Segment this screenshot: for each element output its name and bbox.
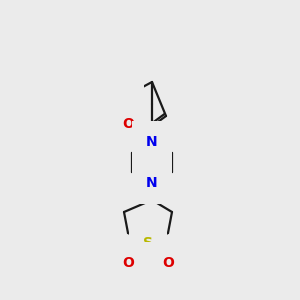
Text: S: S [143, 236, 153, 250]
Text: O: O [122, 256, 134, 270]
Text: N: N [146, 135, 158, 149]
Text: O: O [162, 256, 174, 270]
Text: O: O [122, 117, 134, 131]
Text: Cl: Cl [115, 103, 129, 117]
Text: S: S [120, 89, 130, 103]
Text: N: N [146, 176, 158, 190]
